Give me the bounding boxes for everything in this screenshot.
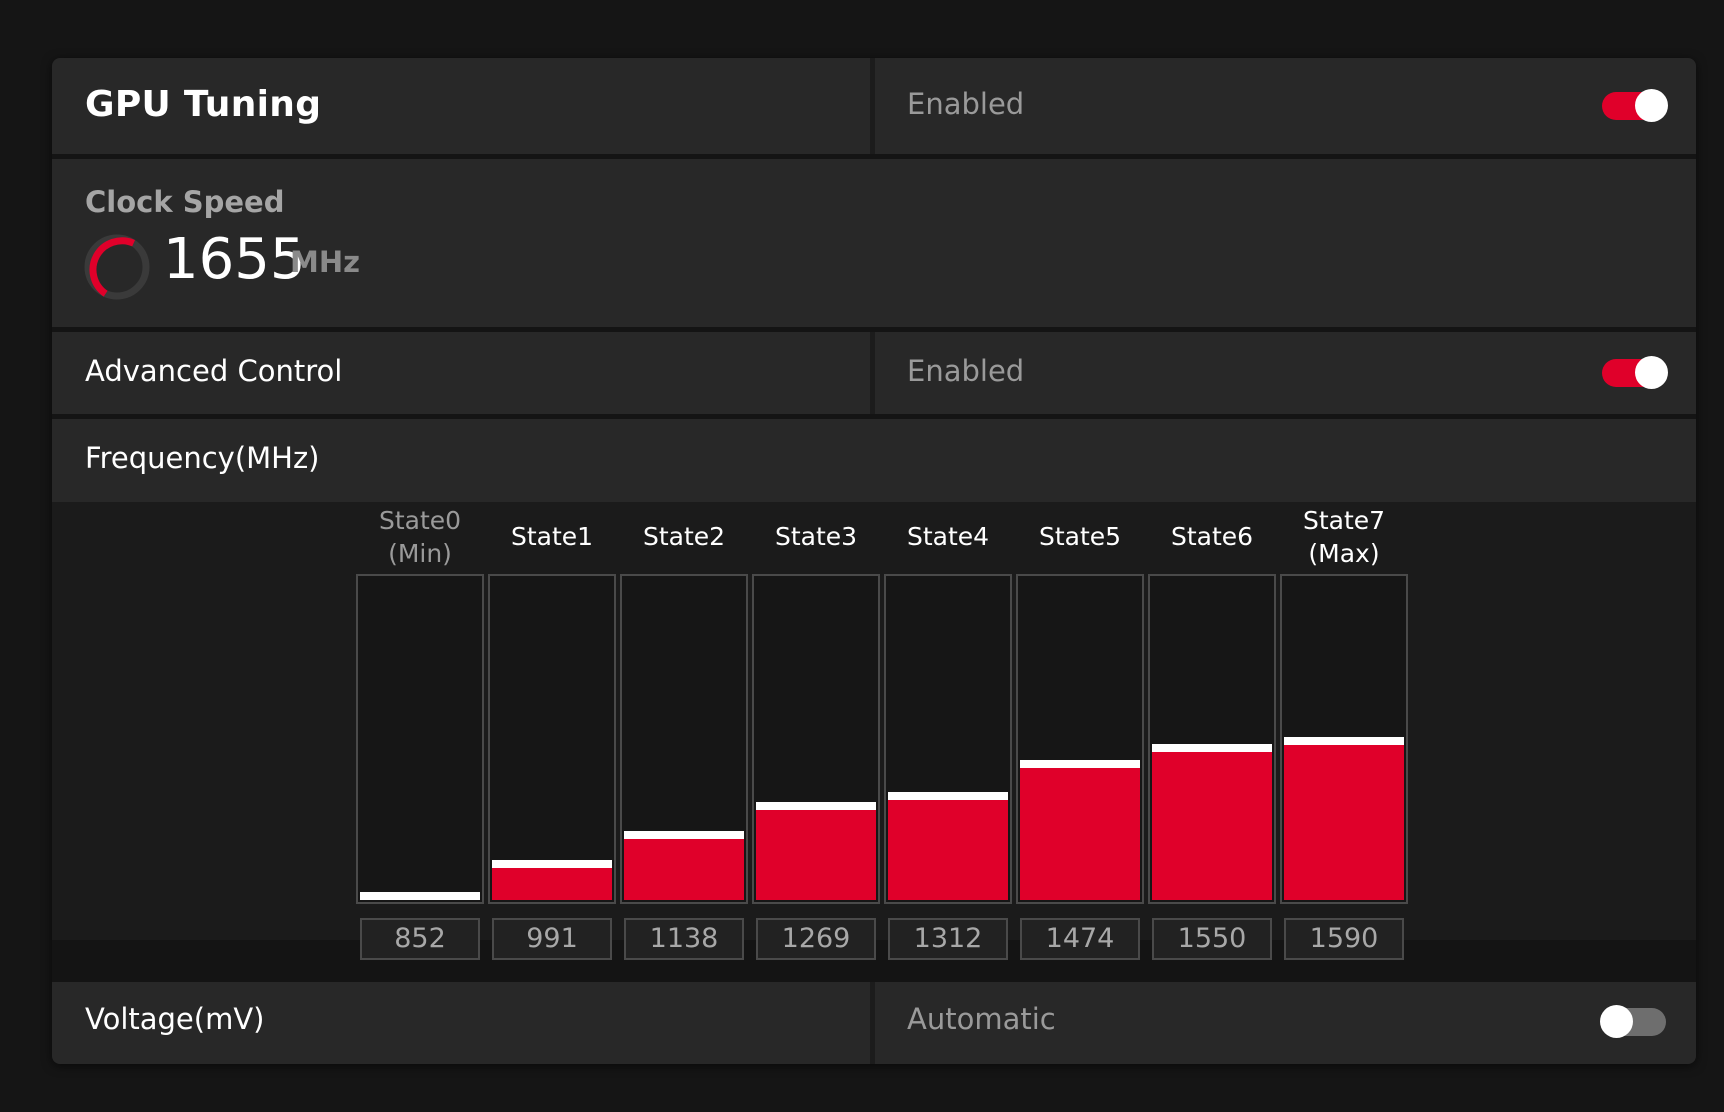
row-divider [870,332,875,414]
state-value-input[interactable]: 1312 [888,918,1008,960]
state-label: State4 [884,520,1012,553]
state-label: State0 (Min) [356,504,484,570]
state-value-input[interactable]: 1269 [756,918,876,960]
state-slider[interactable] [620,574,748,904]
gpu-tuning-left: GPU Tuning [52,58,870,154]
clock-speed-value: 1655 [163,227,306,292]
voltage-right: Automatic [875,982,1696,1064]
slider-handle[interactable] [492,860,612,868]
advanced-control-status: Enabled [907,354,1025,388]
state-slider[interactable] [1148,574,1276,904]
state-value-input[interactable]: 852 [360,918,480,960]
gpu-tuning-title: GPU Tuning [85,84,322,125]
frequency-header-row: Frequency(MHz) [52,419,1696,502]
state-value-input[interactable]: 1590 [1284,918,1404,960]
slider-fill [1152,752,1272,900]
state-label: State3 [752,520,880,553]
state-label-name: State7 [1302,506,1386,535]
state-slider[interactable] [488,574,616,904]
slider-handle[interactable] [1020,760,1140,768]
state-slider[interactable] [356,574,484,904]
slider-fill [888,800,1008,900]
voltage-toggle[interactable] [1600,1005,1666,1038]
state-label-name: State3 [774,522,858,551]
slider-fill [624,839,744,900]
slider-fill [492,868,612,900]
state-label-name: State6 [1170,522,1254,551]
row-divider [870,982,875,1064]
advanced-control-label: Advanced Control [85,354,343,388]
state-slider[interactable] [1016,574,1144,904]
slider-fill [756,810,876,900]
gpu-tuning-row: GPU Tuning Enabled [52,58,1696,154]
toggle-knob [1600,1005,1633,1038]
state-label: State6 [1148,520,1276,553]
voltage-left: Voltage(mV) [52,982,870,1064]
state-slider[interactable] [884,574,1012,904]
slider-handle[interactable] [360,892,480,900]
state-slider[interactable] [1280,574,1408,904]
state-label-qualifier: (Min) [388,539,452,568]
advanced-control-row: Advanced Control Enabled [52,332,1696,414]
state-label-name: State5 [1038,522,1122,551]
state-label: State7 (Max) [1280,504,1408,570]
state-label: State2 [620,520,748,553]
state-slider[interactable] [752,574,880,904]
clock-speed-unit: MHz [290,245,361,279]
slider-handle[interactable] [1284,737,1404,745]
advanced-control-toggle[interactable] [1602,356,1668,389]
state-value-input[interactable]: 991 [492,918,612,960]
slider-fill [1020,768,1140,900]
slider-handle[interactable] [1152,744,1272,752]
frequency-states-area: State0 (Min) 852 State1 991 State2 1138 State3 1… [52,502,1696,960]
state-label: State5 [1016,520,1144,553]
voltage-label: Voltage(mV) [85,1002,265,1036]
clock-speed-row: Clock Speed 1655 MHz [52,159,1696,327]
gpu-tuning-status: Enabled [907,87,1025,121]
advanced-control-left: Advanced Control [52,332,870,414]
state-value-input[interactable]: 1474 [1020,918,1140,960]
slider-handle[interactable] [756,802,876,810]
state-label-name: State0 [378,506,462,535]
voltage-status: Automatic [907,1002,1056,1036]
slider-handle[interactable] [624,831,744,839]
state-label-name: State4 [906,522,990,551]
state-value-input[interactable]: 1138 [624,918,744,960]
state-label-qualifier: (Max) [1308,539,1380,568]
state-label-name: State2 [642,522,726,551]
state-label: State1 [488,520,616,553]
clock-speed-label: Clock Speed [85,185,285,219]
clock-gauge-icon [84,234,150,300]
advanced-control-right: Enabled [875,332,1696,414]
voltage-row: Voltage(mV) Automatic [52,982,1696,1064]
frequency-label: Frequency(MHz) [85,441,320,475]
row-divider [870,58,875,154]
gpu-tuning-panel: GPU Tuning Enabled Clock Speed 1655 MHz … [52,58,1696,1064]
state-label-name: State1 [510,522,594,551]
state-value-input[interactable]: 1550 [1152,918,1272,960]
toggle-knob [1635,89,1668,122]
toggle-knob [1635,356,1668,389]
slider-fill [1284,745,1404,900]
gpu-tuning-right: Enabled [875,58,1696,154]
slider-handle[interactable] [888,792,1008,800]
gpu-tuning-toggle[interactable] [1602,89,1668,122]
